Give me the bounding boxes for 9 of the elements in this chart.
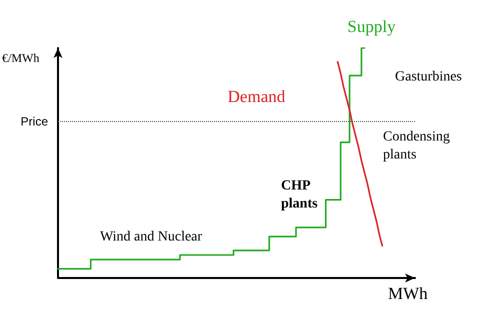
annotation: Wind and Nuclear bbox=[100, 230, 202, 244]
annotation: CHP plants bbox=[281, 178, 318, 212]
text: Demand bbox=[228, 86, 286, 106]
series-label: Supply bbox=[347, 17, 396, 36]
annotation: Condensing plants bbox=[383, 130, 450, 162]
y-axis-title: €/MWh bbox=[2, 51, 40, 65]
x-axis-title: MWh bbox=[388, 284, 428, 303]
annotation: Gasturbines bbox=[395, 70, 462, 84]
ref-line-label: Price bbox=[20, 114, 48, 129]
